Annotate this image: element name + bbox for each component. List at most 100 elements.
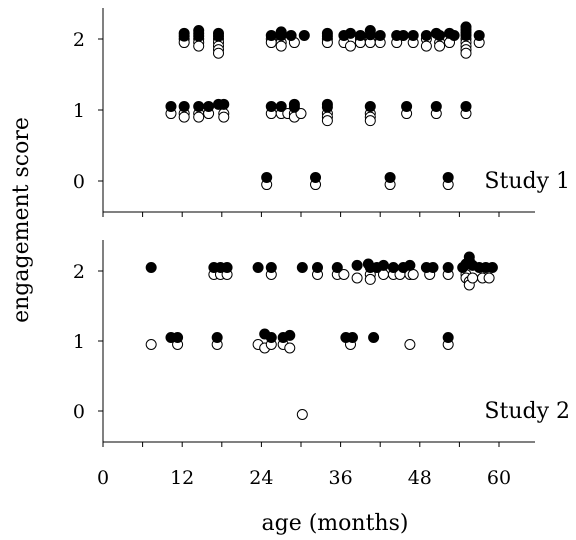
- data-point-filled: [265, 29, 277, 41]
- data-point-filled: [265, 332, 277, 343]
- y-tick-label: 0: [73, 401, 85, 423]
- data-point-filled: [221, 262, 233, 273]
- y-tick-label: 2: [73, 261, 85, 283]
- data-point-filled: [448, 29, 460, 41]
- data-point-filled: [378, 259, 389, 271]
- data-point-filled: [193, 30, 205, 42]
- data-point-filled: [374, 29, 386, 41]
- x-axis-title: age (months): [262, 511, 409, 536]
- data-point-filled: [460, 100, 472, 112]
- data-point-open: [275, 40, 287, 52]
- data-point-filled: [178, 100, 190, 112]
- data-point-open: [284, 342, 296, 354]
- x-tick-label: 12: [170, 467, 194, 489]
- data-point-open: [351, 272, 363, 284]
- data-point-filled: [284, 329, 296, 341]
- data-point-filled: [427, 262, 439, 273]
- data-point-open: [295, 108, 307, 120]
- data-point-filled: [407, 29, 419, 41]
- data-point-filled: [351, 259, 363, 271]
- data-point-open: [420, 40, 432, 52]
- data-point-open: [213, 47, 224, 59]
- data-point-filled: [265, 100, 277, 112]
- data-point-filled: [211, 332, 223, 343]
- data-point-filled: [430, 100, 442, 112]
- data-point-open: [338, 269, 350, 280]
- data-point-filled: [384, 171, 396, 183]
- y-tick-label: 1: [73, 331, 85, 353]
- data-point-filled: [364, 100, 376, 112]
- data-point-filled: [261, 171, 273, 183]
- data-point-filled: [473, 29, 485, 41]
- data-point-open: [193, 111, 205, 123]
- data-point-filled: [387, 262, 399, 273]
- data-point-filled: [312, 262, 323, 273]
- data-point-open: [218, 111, 230, 123]
- data-point-filled: [404, 259, 416, 271]
- data-point-filled: [288, 101, 300, 113]
- panel-label: Study 1: [484, 169, 570, 194]
- data-point-open: [434, 40, 446, 52]
- data-point-filled: [193, 100, 205, 112]
- data-point-filled: [397, 29, 409, 41]
- data-point-filled: [213, 30, 224, 42]
- data-point-open: [483, 272, 495, 284]
- x-axis: 0 12 24 36 48 60: [97, 467, 511, 489]
- data-point-filled: [321, 30, 333, 42]
- x-tick-label: 48: [408, 467, 432, 489]
- data-point-filled: [364, 29, 376, 41]
- data-point-open: [193, 40, 205, 52]
- panel-label: Study 2: [484, 399, 570, 424]
- y-axis-title: engagement score: [9, 117, 34, 323]
- data-point-filled: [486, 262, 498, 273]
- data-point-open: [467, 272, 479, 284]
- data-point-filled: [178, 30, 190, 42]
- data-point-filled: [420, 29, 432, 41]
- data-point-open: [460, 47, 472, 59]
- data-point-filled: [434, 29, 446, 41]
- data-point-filled: [252, 262, 264, 273]
- panel-2: 0 1 2 Study 2: [73, 240, 570, 447]
- data-point-filled: [321, 101, 333, 113]
- data-point-filled: [331, 262, 343, 273]
- panel-1: 0 1 2 Study 1: [73, 8, 570, 217]
- data-point-filled: [285, 29, 297, 41]
- data-point-filled: [345, 27, 356, 39]
- data-point-filled: [218, 98, 230, 110]
- data-point-filled: [346, 332, 358, 343]
- data-point-open: [364, 115, 376, 127]
- data-point-filled: [145, 262, 157, 273]
- data-point-filled: [310, 171, 322, 183]
- data-point-open: [321, 115, 333, 127]
- data-point-open: [404, 339, 416, 350]
- data-point-filled: [460, 29, 472, 41]
- data-point-open: [178, 111, 190, 123]
- data-point-filled: [296, 262, 308, 273]
- data-point-filled: [401, 100, 413, 112]
- data-point-filled: [368, 332, 380, 343]
- data-point-filled: [172, 332, 184, 343]
- chart-panels: 0 1 2 Study 1 0 1 2 Study 2: [73, 8, 570, 447]
- x-tick-label: 36: [329, 467, 353, 489]
- data-point-filled: [442, 332, 454, 343]
- y-tick-label: 2: [73, 29, 85, 51]
- data-point-open: [345, 40, 356, 52]
- data-point-filled: [275, 100, 287, 112]
- data-point-filled: [298, 29, 310, 41]
- data-point-open: [296, 409, 308, 420]
- data-point-filled: [265, 262, 277, 273]
- x-tick-label: 60: [487, 467, 511, 489]
- data-point-open: [364, 273, 376, 285]
- data-point-filled: [165, 100, 177, 112]
- data-point-filled: [275, 29, 287, 41]
- data-point-filled: [442, 262, 454, 273]
- x-tick-label: 24: [249, 467, 273, 489]
- data-point-filled: [442, 171, 454, 183]
- data-point-filled: [354, 29, 366, 41]
- y-tick-label: 0: [73, 171, 85, 193]
- data-point-open: [145, 339, 157, 350]
- data-point-filled: [203, 100, 215, 112]
- y-tick-label: 1: [73, 100, 85, 122]
- x-tick-label: 0: [97, 467, 109, 489]
